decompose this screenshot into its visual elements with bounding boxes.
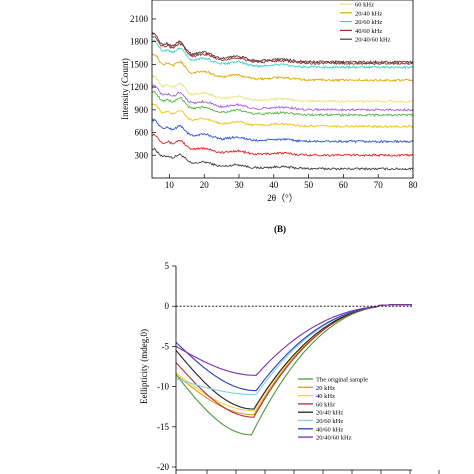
xrd-y-tick-label: 1500 bbox=[130, 59, 149, 69]
cd-series-line bbox=[175, 304, 412, 376]
xrd-x-tick-label: 70 bbox=[374, 180, 384, 190]
xrd-y-tick-label: 1800 bbox=[130, 37, 149, 47]
xrd-legend-label: 60 kHz bbox=[355, 2, 374, 9]
xrd-x-tick-label: 10 bbox=[165, 180, 175, 190]
xrd-x-tick-label: 40 bbox=[269, 180, 279, 190]
cd-legend-label: 20/40/60 kHz bbox=[316, 435, 352, 442]
xrd-series-line bbox=[151, 84, 414, 112]
xrd-series-group bbox=[151, 31, 414, 171]
xrd-x-tick-label: 20 bbox=[200, 180, 210, 190]
xrd-y-tick-label: 300 bbox=[135, 150, 149, 160]
xrd-series-line bbox=[151, 74, 414, 104]
xrd-x-tick-label: 80 bbox=[409, 180, 419, 190]
xrd-legend-label: 20/40/60 kHz bbox=[355, 37, 391, 44]
xrd-series-line bbox=[151, 36, 414, 66]
cd-y-tick-label: -5 bbox=[162, 341, 170, 351]
xrd-x-axis-label: 2θ（°） bbox=[267, 193, 297, 203]
xrd-chart: 10 20 30 40 50 60 70 80 300 600 900 1200 1500 1800 210… bbox=[120, 0, 418, 234]
cd-y-tick-label: -20 bbox=[157, 462, 169, 472]
xrd-legend-label: 20/60 kHz bbox=[355, 19, 382, 26]
cd-y-axis-label: Eellipticity (mdeg,0) bbox=[139, 329, 149, 404]
xrd-series-line bbox=[151, 147, 414, 171]
cd-legend-label: 20/60 kHz bbox=[316, 418, 343, 425]
cd-legend-label: 40/60 kHz bbox=[316, 426, 343, 433]
cd-y-tick-label: -15 bbox=[157, 422, 169, 432]
xrd-x-tick-label: 60 bbox=[339, 180, 349, 190]
xrd-axes: 10 20 30 40 50 60 70 80 300 600 900 1200 1500 1800 210… bbox=[130, 0, 418, 190]
xrd-plot-frame bbox=[151, 0, 414, 179]
xrd-legend-label: 20/40 kHz bbox=[355, 10, 382, 17]
cd-series-group bbox=[175, 304, 412, 436]
xrd-y-tick-label: 2100 bbox=[130, 14, 149, 24]
xrd-x-tick-label: 50 bbox=[304, 180, 314, 190]
cd-legend-label: 60 kHz bbox=[316, 401, 335, 408]
cd-series-line bbox=[175, 304, 412, 396]
panel-label: (B) bbox=[274, 224, 286, 234]
xrd-series-line bbox=[151, 31, 414, 65]
cd-legend-label: The original sample bbox=[316, 377, 368, 384]
cd-y-tick-label: 0 bbox=[165, 301, 170, 311]
cd-y-tick-label: -10 bbox=[157, 382, 169, 392]
cd-legend-label: 40 kHz bbox=[316, 393, 335, 400]
xrd-x-tick-label: 30 bbox=[235, 180, 245, 190]
xrd-y-tick-label: 900 bbox=[135, 105, 149, 115]
xrd-legend-label: 40/60 kHz bbox=[355, 28, 382, 35]
xrd-y-tick-label: 600 bbox=[135, 128, 149, 138]
xrd-series-line bbox=[151, 39, 414, 70]
xrd-y-tick-label: 1200 bbox=[130, 82, 149, 92]
xrd-series-line bbox=[151, 133, 414, 158]
cd-series-line bbox=[175, 304, 412, 436]
cd-series-line bbox=[175, 304, 412, 392]
cd-legend-label: 20 kHz bbox=[316, 385, 335, 392]
xrd-series-line bbox=[151, 103, 414, 129]
cd-y-tick-label: 5 bbox=[165, 261, 170, 271]
xrd-series-line bbox=[151, 53, 414, 83]
xrd-y-axis-label: Intensity (Count) bbox=[120, 58, 130, 120]
xrd-series-line bbox=[151, 118, 414, 144]
cd-legend-label: 20/40 kHz bbox=[316, 410, 343, 417]
xrd-series-line bbox=[151, 90, 414, 117]
cd-axes: -20 -15 -10 -5 0 5 bbox=[157, 261, 440, 474]
